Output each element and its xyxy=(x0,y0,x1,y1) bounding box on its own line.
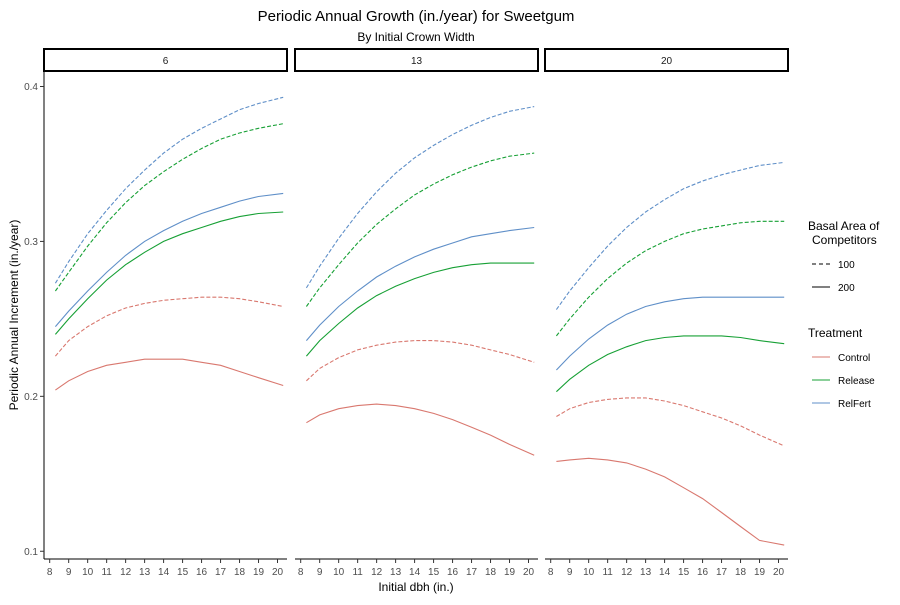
series-line-release-100 xyxy=(54,123,284,292)
chart-subtitle: By Initial Crown Width xyxy=(357,30,474,44)
x-tick-label: 8 xyxy=(548,567,554,578)
legend-title-basal-area: Basal Area of Competitors xyxy=(808,219,880,247)
x-tick-label: 11 xyxy=(602,567,613,578)
x-tick-label: 10 xyxy=(583,567,595,578)
x-tick-label: 17 xyxy=(716,567,728,578)
facet-strip-label: 20 xyxy=(661,56,673,67)
series-line-release-200 xyxy=(305,262,535,357)
legend-title-treatment: Treatment xyxy=(808,326,863,340)
series-line-control-100 xyxy=(54,296,284,357)
legend: Basal Area of Competitors 100 200 Treatment C… xyxy=(808,219,880,410)
y-axis-label: Periodic Annual Increment (in./year) xyxy=(7,220,21,411)
series-line-relfert-200 xyxy=(556,296,785,371)
x-tick-label: 18 xyxy=(234,567,246,578)
series-line-relfert-200 xyxy=(305,226,535,341)
y-tick-label: 0.2 xyxy=(24,392,38,403)
chart-title: Periodic Annual Growth (in./year) for Sw… xyxy=(258,8,575,25)
x-tick-label: 10 xyxy=(82,567,94,578)
x-tick-label: 12 xyxy=(371,567,383,578)
x-tick-label: 8 xyxy=(47,567,53,578)
facet-panel-20: 20 8 9 10 11 12 13 14 15 16 17 18 19 20 xyxy=(544,48,789,578)
x-tick-label: 12 xyxy=(621,567,633,578)
x-tick-label: 9 xyxy=(567,567,573,578)
x-tick-label: 15 xyxy=(177,567,189,578)
series-line-relfert-100 xyxy=(555,161,785,310)
x-tick-label: 14 xyxy=(409,567,421,578)
series-line-release-200 xyxy=(54,211,284,335)
x-tick-label: 13 xyxy=(640,567,652,578)
x-tick-label: 19 xyxy=(253,567,265,578)
x-tick-label: 20 xyxy=(272,567,284,578)
x-tick-label: 20 xyxy=(523,567,535,578)
x-tick-label: 19 xyxy=(754,567,766,578)
x-tick-label: 16 xyxy=(697,567,709,578)
x-axis-label: Initial dbh (in.) xyxy=(378,580,453,594)
series-line-control-100 xyxy=(306,340,535,382)
x-tick-label: 16 xyxy=(196,567,208,578)
x-tick-label: 15 xyxy=(678,567,690,578)
facet-strip xyxy=(544,48,789,72)
x-tick-label: 14 xyxy=(659,567,671,578)
series-line-relfert-100 xyxy=(305,106,535,289)
x-tick-label: 11 xyxy=(101,567,112,578)
x-tick-label: 18 xyxy=(485,567,497,578)
x-tick-label: 13 xyxy=(390,567,402,578)
x-tick-label: 18 xyxy=(735,567,747,578)
series-line-control-200 xyxy=(556,457,785,546)
x-tick-label: 17 xyxy=(466,567,478,578)
series-line-control-200 xyxy=(55,358,284,391)
x-tick-label: 20 xyxy=(773,567,785,578)
x-tick-label: 12 xyxy=(120,567,132,578)
legend-label-relfert: RelFert xyxy=(838,399,871,410)
facet-strip-label: 6 xyxy=(163,56,169,67)
y-tick-label: 0.3 xyxy=(24,237,38,248)
y-tick-label: 0.4 xyxy=(24,82,38,93)
series-line-release-100 xyxy=(555,220,785,337)
x-tick-label: 13 xyxy=(139,567,151,578)
series-line-release-200 xyxy=(556,335,785,393)
y-tick-label: 0.1 xyxy=(24,547,38,558)
x-tick-label: 10 xyxy=(333,567,345,578)
facet-strip xyxy=(43,48,288,72)
x-tick-label: 19 xyxy=(504,567,516,578)
legend-label-basal-area-200: 200 xyxy=(838,283,855,294)
facet-strip-label: 13 xyxy=(411,56,423,67)
panels-layer: 6 8 9 10 11 12 13 14 15 16 17 18 19 20 0.1 0.2 0.3 0.4 13 8… xyxy=(24,48,789,578)
x-tick-label: 9 xyxy=(66,567,72,578)
facet-panel-13: 13 8 9 10 11 12 13 14 15 16 17 18 19 20 xyxy=(294,48,539,578)
legend-label-release: Release xyxy=(838,376,875,387)
x-tick-label: 11 xyxy=(352,567,363,578)
series-line-relfert-200 xyxy=(54,192,284,327)
facet-strip xyxy=(294,48,539,72)
series-line-control-100 xyxy=(556,397,785,447)
series-line-release-100 xyxy=(305,152,535,307)
x-tick-label: 16 xyxy=(447,567,459,578)
x-tick-label: 8 xyxy=(298,567,304,578)
facet-panel-6: 6 8 9 10 11 12 13 14 15 16 17 18 19 20 0.1 0.2 0.3 0.4 xyxy=(24,48,288,578)
x-tick-label: 17 xyxy=(215,567,227,578)
series-line-relfert-100 xyxy=(54,96,284,284)
legend-label-basal-area-100: 100 xyxy=(838,260,855,271)
x-tick-label: 14 xyxy=(158,567,170,578)
legend-label-control: Control xyxy=(838,353,870,364)
x-tick-label: 9 xyxy=(317,567,323,578)
x-tick-label: 15 xyxy=(428,567,440,578)
series-line-control-200 xyxy=(306,403,535,456)
